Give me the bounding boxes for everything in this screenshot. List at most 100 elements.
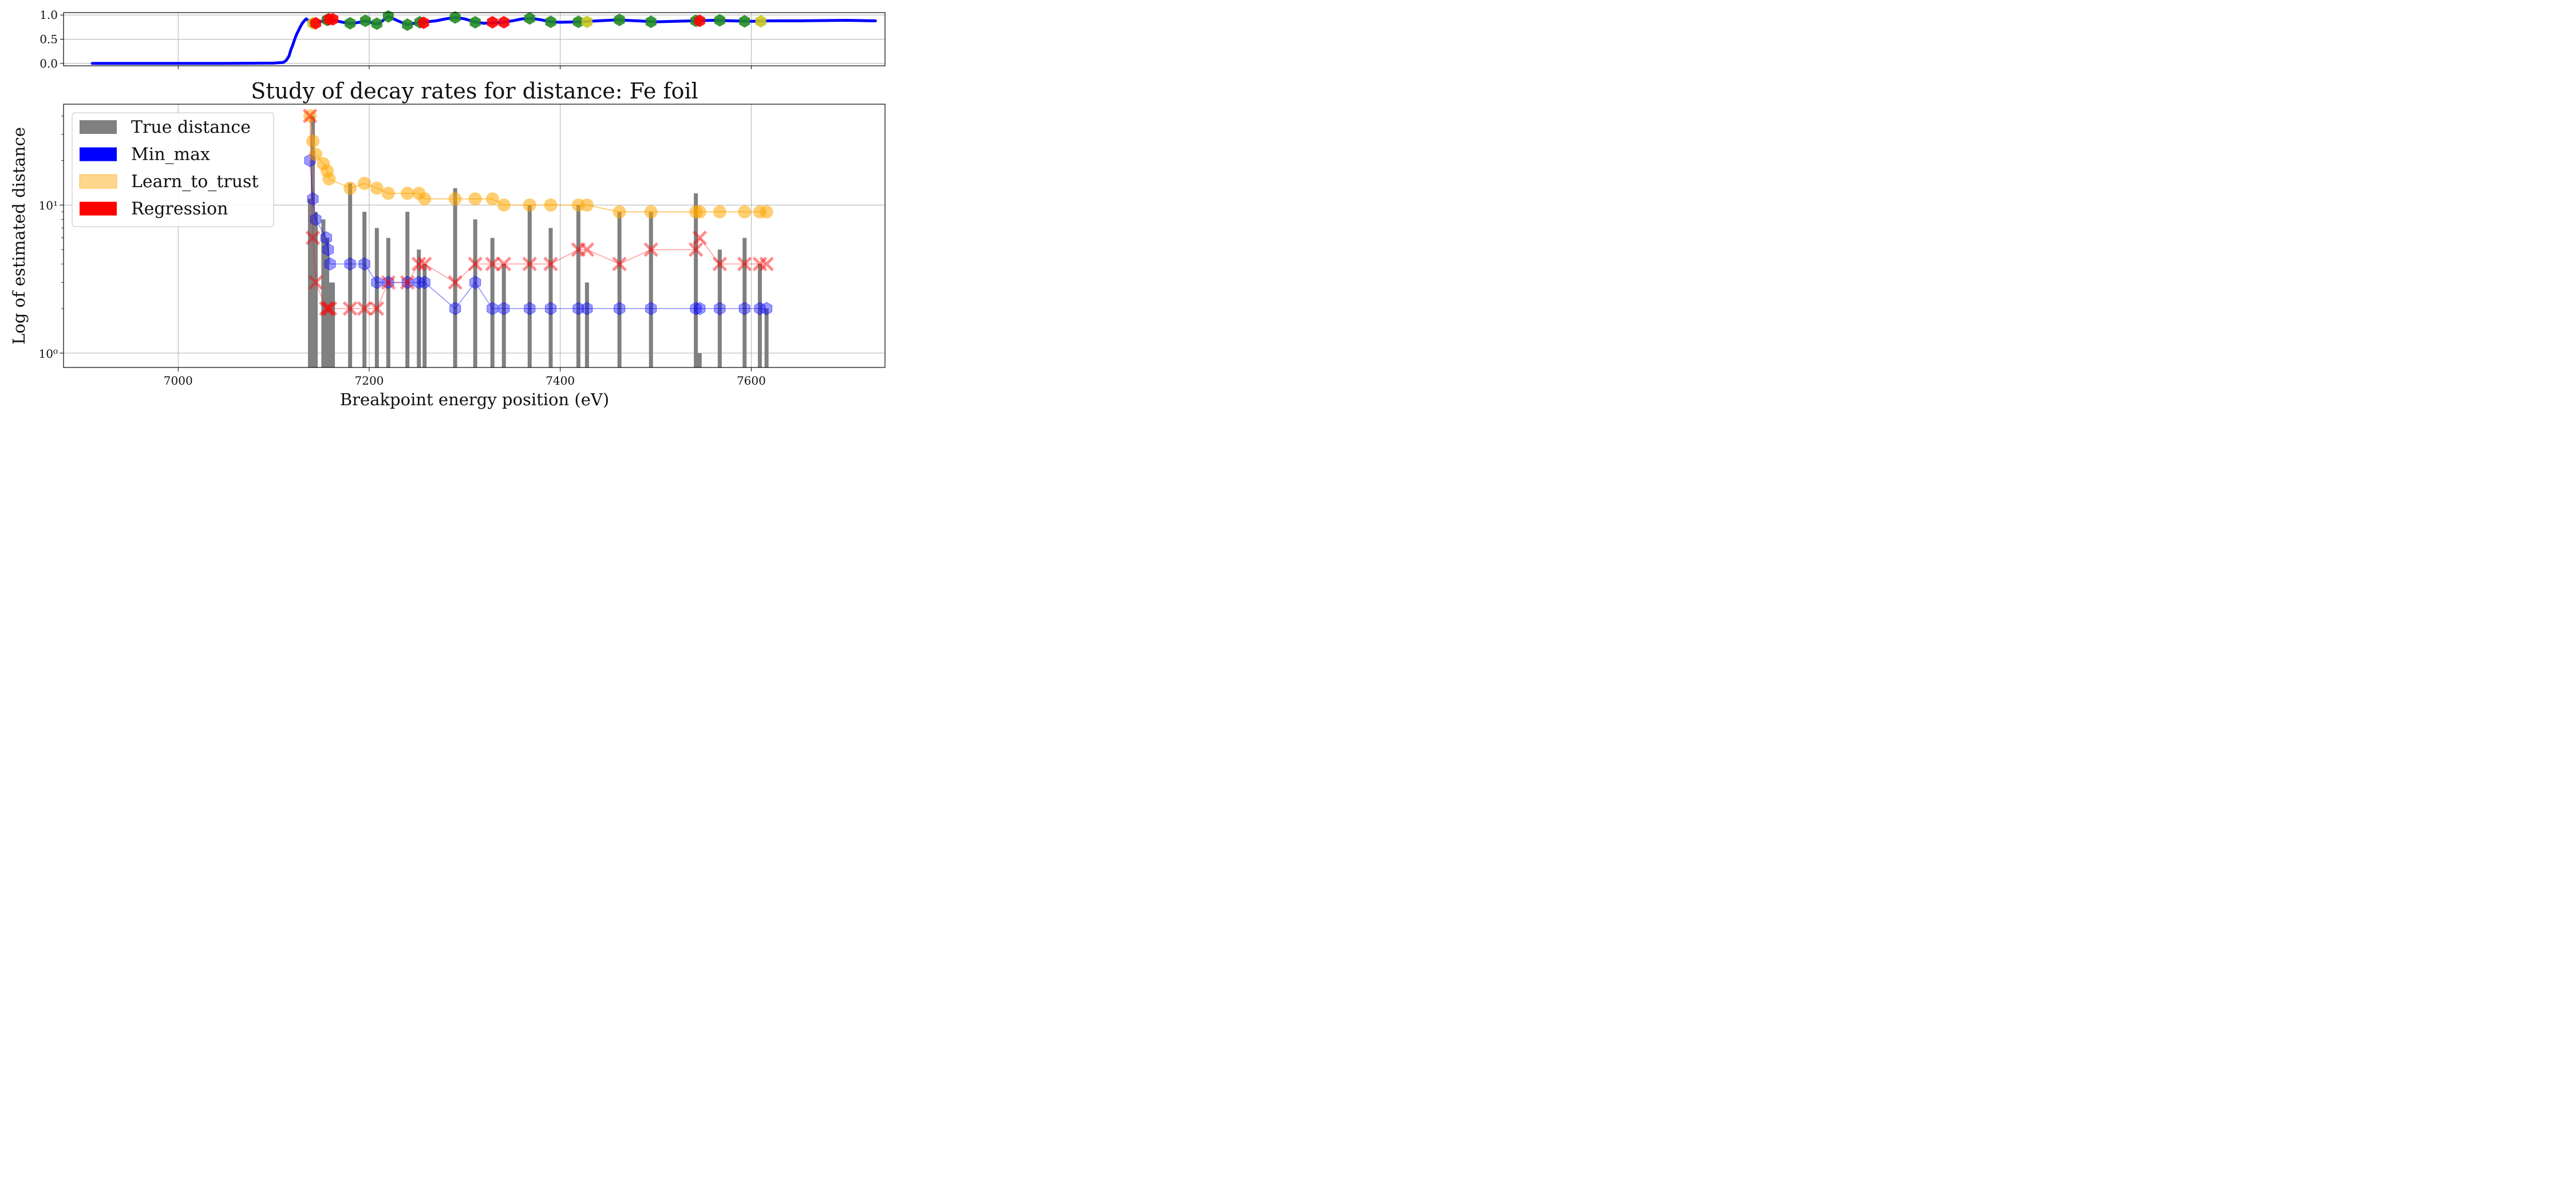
true-distance-bar: [717, 250, 722, 367]
min-max-point: [320, 231, 332, 245]
top-y-tick-label: 0.5: [39, 33, 58, 46]
x-tick-label: 7400: [546, 374, 575, 388]
top-marker-green: [645, 15, 657, 29]
learn-to-trust-point: [303, 109, 317, 122]
learn-to-trust-point: [468, 192, 482, 206]
top-marker-green: [524, 12, 535, 25]
regression-point: [712, 256, 728, 271]
regression-point: [369, 301, 385, 316]
regression-point: [579, 242, 595, 257]
true-distance-bar: [548, 228, 553, 367]
true-distance-bar: [348, 183, 353, 367]
true-distance-bar: [314, 212, 318, 367]
min-max-point: [545, 302, 556, 315]
legend-swatch: [80, 147, 117, 161]
learn-to-trust-point: [738, 205, 752, 219]
true-distance-bar: [490, 238, 495, 367]
top-marker-yellow: [755, 15, 767, 28]
min-max-point: [498, 302, 510, 315]
true-distance-bar: [649, 212, 653, 367]
min-max-point: [581, 302, 593, 315]
learn-to-trust-point: [343, 181, 357, 195]
y-tick-label: 10¹: [39, 199, 58, 212]
regression-point: [688, 242, 704, 257]
regression-point: [357, 301, 372, 316]
true-distance-bar: [308, 199, 312, 367]
legend-label: Learn_to_trust: [131, 172, 259, 192]
regression-point: [692, 230, 708, 246]
true-distance-bar: [374, 228, 379, 367]
regression-point: [321, 301, 335, 316]
min-max-point: [469, 275, 481, 290]
min-max-point: [694, 302, 706, 315]
x-axis-label: Breakpoint energy position (eV): [340, 390, 609, 409]
min-max-point: [371, 275, 383, 290]
top-plot-frame: [63, 12, 886, 66]
true-distance-bar: [584, 282, 589, 367]
chart-figure: 0.0 0.5 1.0 Study of decay rates for dista…: [9, 8, 886, 409]
true-distance-bar: [764, 309, 769, 367]
top-marker-red: [327, 13, 339, 26]
learn-to-trust-point: [448, 192, 462, 206]
top-marker-red: [487, 15, 498, 29]
min-max-point: [322, 243, 334, 256]
learn-to-trust-point: [523, 198, 536, 212]
true-distance-bar: [331, 282, 335, 367]
regression-point: [342, 301, 358, 316]
true-distance-bar: [362, 212, 367, 367]
top-marker-red: [694, 14, 705, 27]
regression-point: [302, 108, 318, 124]
regression-point: [737, 256, 752, 271]
min-max-point: [524, 302, 536, 315]
regression-line: [309, 116, 767, 309]
top-y-tick-label: 0.0: [39, 57, 58, 70]
legend-label: True distance: [131, 117, 251, 137]
y-axis-label: Log of estimated distance: [9, 127, 29, 345]
learn-to-trust-point: [322, 172, 336, 186]
min-max-point: [358, 257, 370, 271]
regression-point: [468, 256, 483, 271]
legend-swatch: [79, 174, 117, 189]
top-marker-green: [714, 14, 725, 27]
regression-point: [522, 256, 538, 271]
min-max-point: [614, 302, 626, 315]
regression-point: [543, 256, 558, 271]
learn-to-trust-point: [644, 205, 658, 219]
true-distance-bar: [321, 219, 326, 367]
chart-title: Study of decay rates for distance: Fe fo…: [251, 78, 698, 104]
true-distance-bar: [501, 264, 506, 367]
bottom-panel: 7000 7200 7400 7600 10⁰ 10¹: [39, 104, 886, 388]
regression-point: [400, 275, 415, 290]
min-max-point: [449, 302, 461, 315]
true-distance-bar: [473, 219, 477, 367]
top-marker-green: [345, 17, 356, 30]
top-panel: 0.0 0.5 1.0: [39, 8, 886, 70]
learn-to-trust-point: [580, 198, 594, 212]
true-distance-bar: [453, 188, 457, 367]
x-tick-label: 7200: [355, 374, 384, 388]
learn-to-trust-point: [613, 205, 626, 219]
top-marker-green: [545, 15, 556, 29]
regression-point: [411, 256, 426, 271]
min-max-point: [310, 212, 322, 226]
bottom-plot-frame: [63, 104, 886, 368]
regression-point: [752, 256, 768, 271]
regression-point: [381, 275, 396, 290]
learn-to-trust-point: [497, 198, 511, 212]
top-marker-red: [498, 15, 509, 29]
regression-point: [305, 230, 321, 246]
regression-point: [759, 256, 774, 271]
regression-point: [485, 256, 500, 271]
legend: True distance Min_max Learn_to_trust Regres…: [72, 112, 274, 227]
top-marker-green: [572, 15, 584, 29]
top-marker-red: [418, 16, 429, 29]
min-max-point: [344, 257, 356, 271]
learn-to-trust-point: [713, 205, 726, 219]
x-tick-label: 7600: [737, 374, 766, 388]
true-distance-bar: [417, 250, 421, 367]
min-max-point: [714, 302, 726, 315]
top-marker-green: [614, 13, 625, 26]
true-distance-bar: [617, 212, 622, 367]
regression-point: [643, 242, 658, 257]
x-tick-label: 7000: [164, 374, 193, 388]
